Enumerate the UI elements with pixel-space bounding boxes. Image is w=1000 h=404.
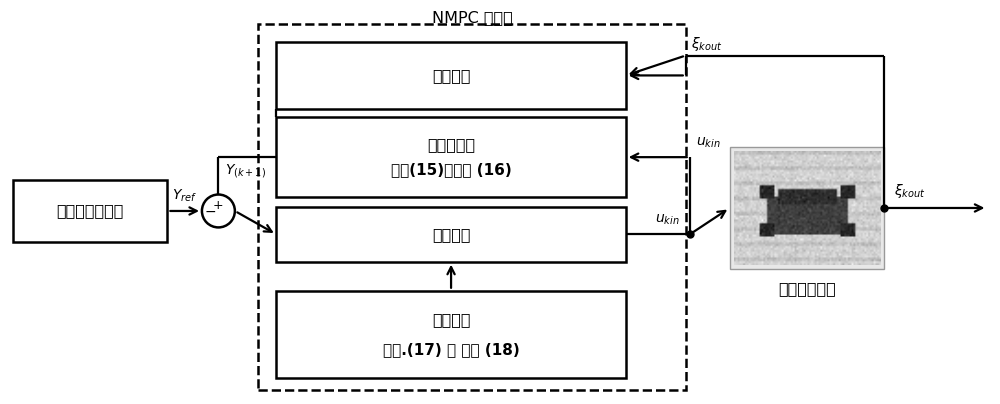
FancyBboxPatch shape bbox=[276, 117, 626, 197]
Text: +: + bbox=[213, 199, 224, 212]
Text: 预设的参考轨迹: 预设的参考轨迹 bbox=[56, 204, 124, 219]
Text: 约束条件: 约束条件 bbox=[432, 312, 470, 327]
Text: $\xi_{kout}$: $\xi_{kout}$ bbox=[894, 182, 926, 200]
Text: NMPC 控制器: NMPC 控制器 bbox=[432, 10, 512, 25]
FancyBboxPatch shape bbox=[276, 207, 626, 262]
FancyBboxPatch shape bbox=[276, 291, 626, 379]
FancyBboxPatch shape bbox=[276, 42, 626, 109]
Text: 公式(15)和公式 (16): 公式(15)和公式 (16) bbox=[391, 163, 511, 178]
Text: $u_{kin}$: $u_{kin}$ bbox=[655, 213, 680, 227]
Text: 单步欧拉法: 单步欧拉法 bbox=[427, 137, 475, 152]
FancyBboxPatch shape bbox=[13, 180, 167, 242]
Text: 公式.(17) 和 公式 (18): 公式.(17) 和 公式 (18) bbox=[383, 342, 519, 357]
Text: $u_{kin}$: $u_{kin}$ bbox=[696, 136, 720, 150]
Text: Y$_{(k+1)}$: Y$_{(k+1)}$ bbox=[225, 162, 266, 180]
Text: $\xi_{kout}$: $\xi_{kout}$ bbox=[691, 34, 722, 53]
Text: −: − bbox=[205, 205, 216, 219]
Text: Y$_{\mathregular{ref}}$: Y$_{\mathregular{ref}}$ bbox=[172, 187, 197, 204]
Text: 滚动优化: 滚动优化 bbox=[432, 227, 470, 242]
FancyBboxPatch shape bbox=[730, 147, 884, 269]
Text: 预测模型: 预测模型 bbox=[432, 68, 470, 83]
Text: 被控小车实体: 被控小车实体 bbox=[778, 281, 836, 296]
